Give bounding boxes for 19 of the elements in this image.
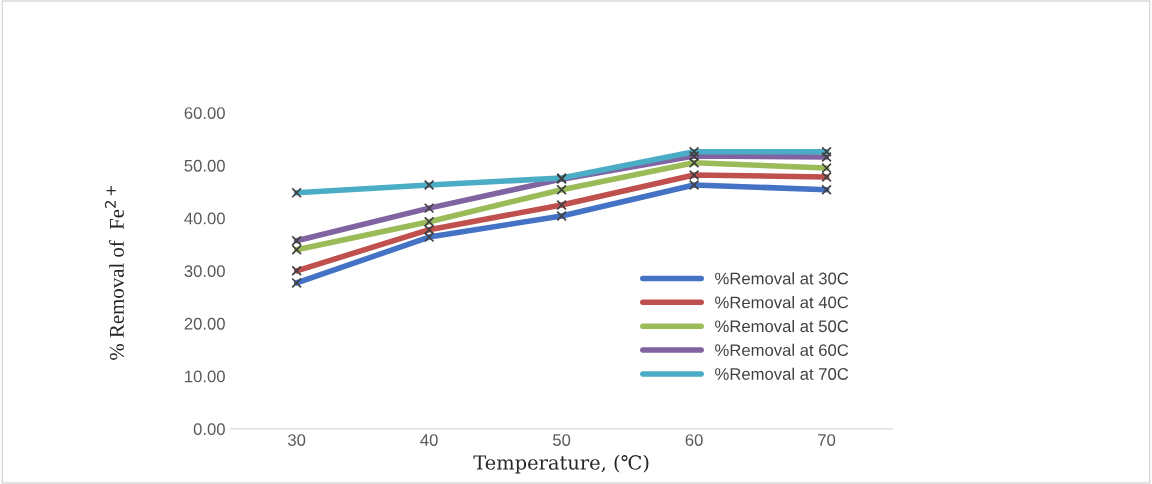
- x-tick-label: 70: [818, 434, 836, 446]
- y-tick-label: 40.00: [184, 212, 225, 225]
- x-tick-label: 60: [685, 434, 703, 446]
- y-tick-label: 30.00: [184, 265, 225, 277]
- y-tick-label: 0.00: [193, 423, 225, 436]
- y-tick-label: 60.00: [184, 107, 225, 119]
- legend-label: %Removal at 60C: [715, 343, 849, 357]
- y-tick-label: 50.00: [184, 159, 225, 172]
- y-tick-label: 20.00: [184, 317, 225, 330]
- legend-label: %Removal at 40C: [715, 296, 849, 309]
- x-tick-label: 50: [553, 434, 571, 446]
- legend-label: %Removal at 70C: [715, 367, 849, 380]
- y-tick-label: 10.00: [185, 370, 225, 383]
- x-tick-label: 40: [420, 434, 438, 446]
- y-axis-title: % Removal of Fe$^{2+}$: [104, 186, 124, 360]
- x-axis-title: Temperature, (℃): [473, 454, 649, 474]
- legend-label: %Removal at 30C: [715, 272, 849, 285]
- legend-label: %Removal at 50C: [715, 319, 849, 333]
- x-tick-label: 30: [288, 434, 306, 446]
